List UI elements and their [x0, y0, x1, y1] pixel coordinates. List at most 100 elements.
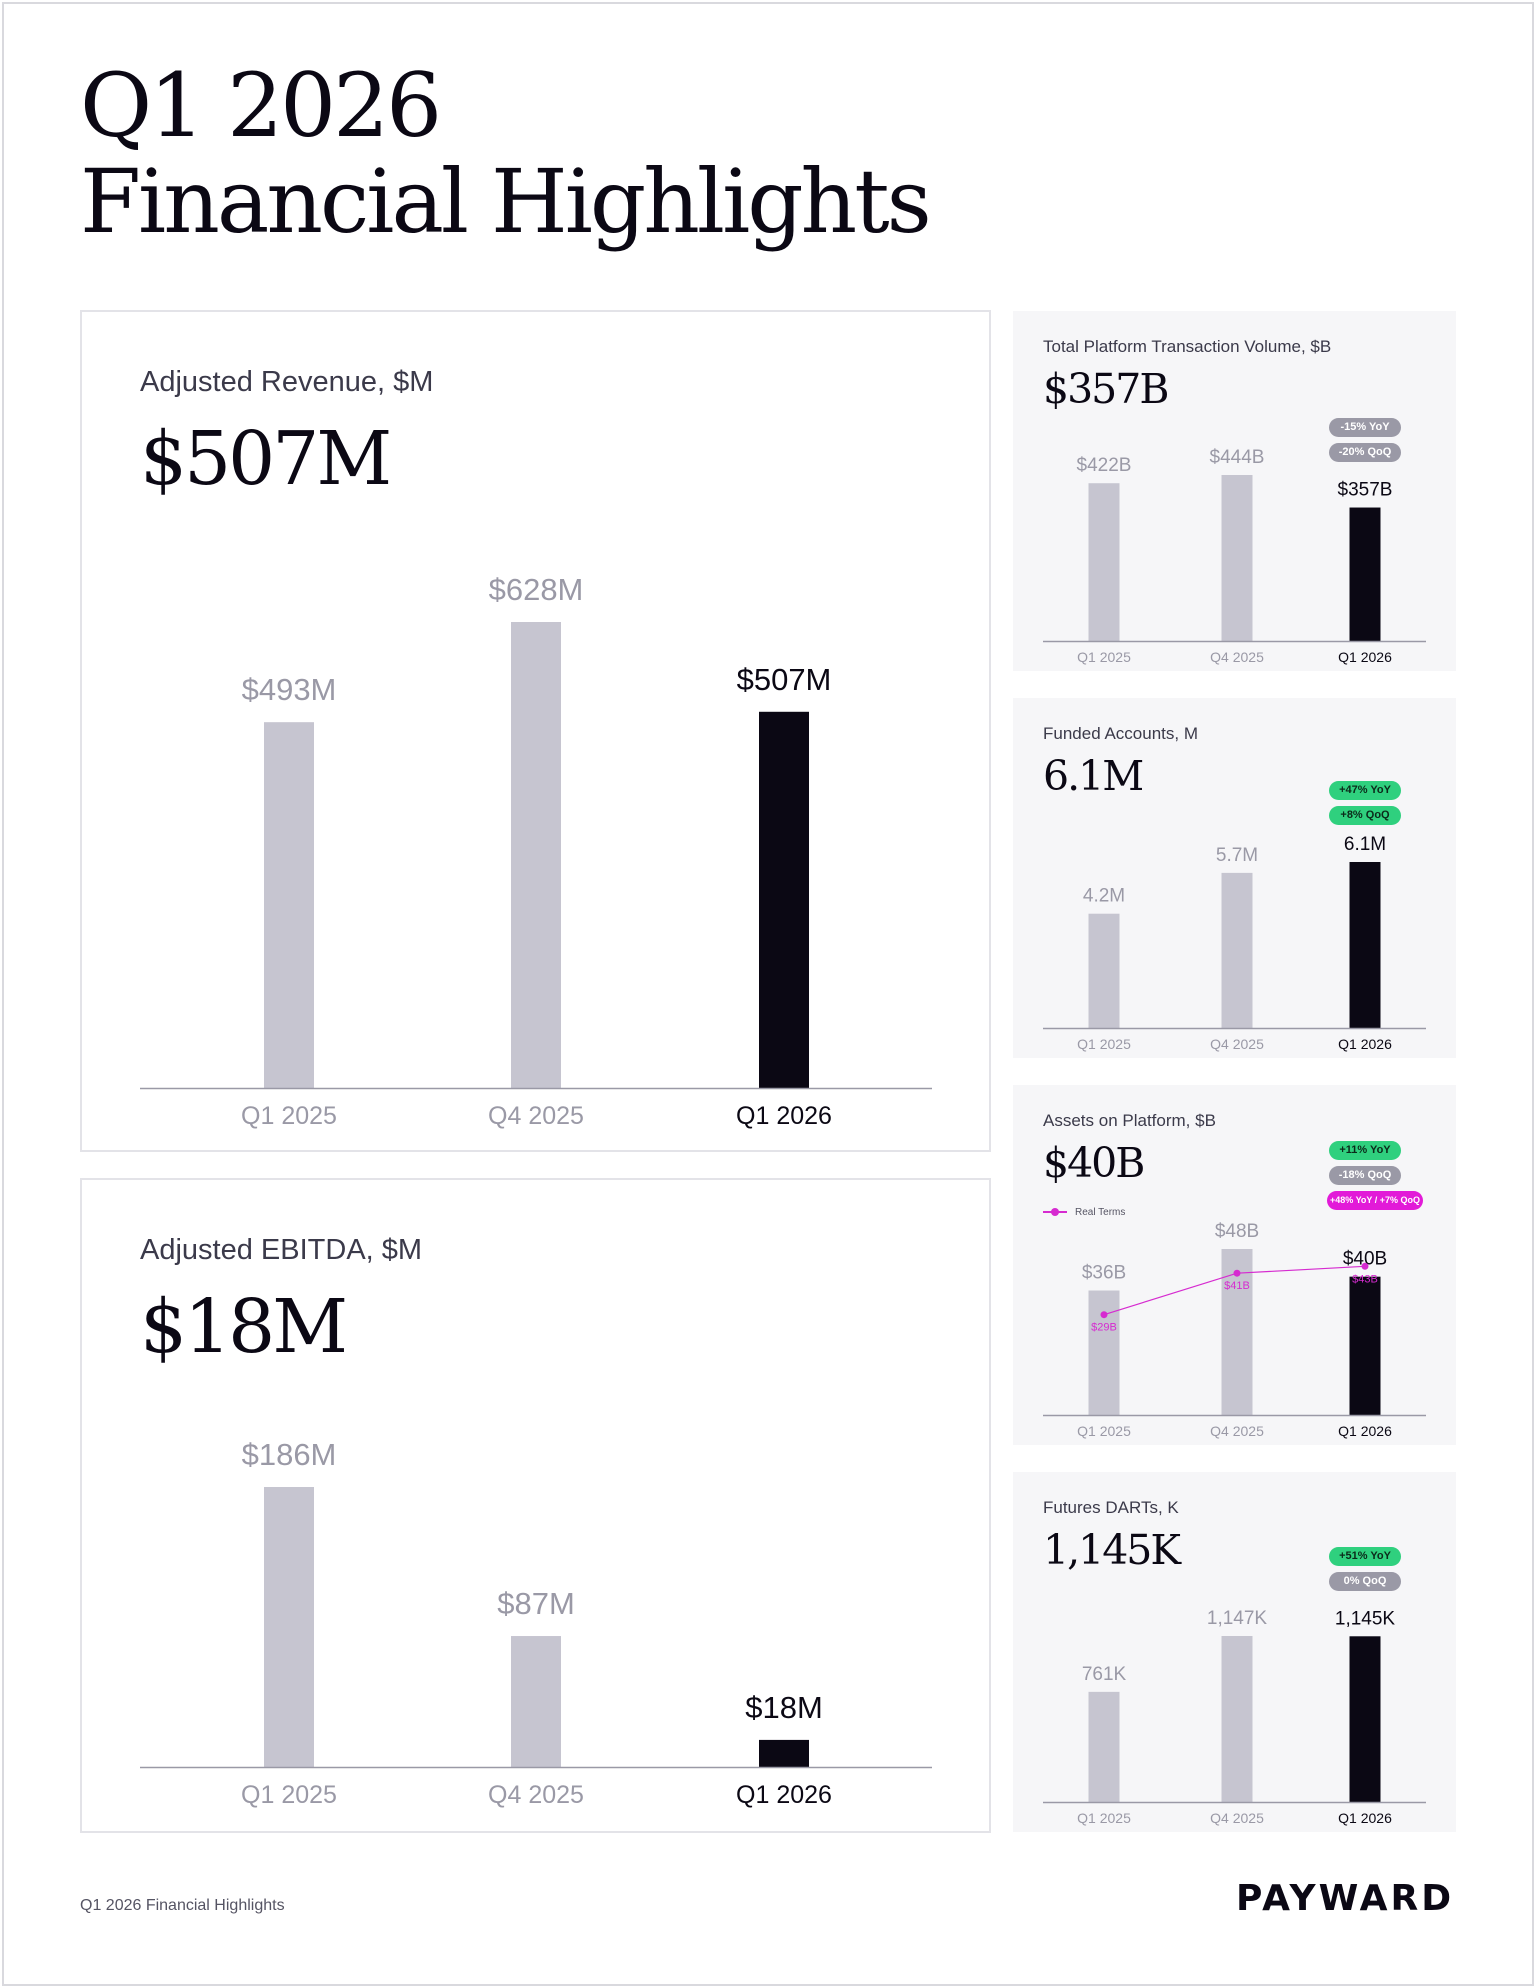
funded-accounts-badge-2: +8% QoQ — [1329, 806, 1401, 825]
total-platform-transaction-volume-chart: $422B Q1 2025 $444B Q4 2025 $357B Q1 2026 — [1043, 447, 1426, 665]
assets-on-platform-value-label-q1-2025: $36B — [1082, 1263, 1126, 1284]
transaction-volume-value: $357B — [1043, 365, 1169, 413]
total-platform-transaction-volume-value-label-q1-2026: $357B — [1338, 480, 1393, 501]
page-title-line-2: Financial Highlights — [80, 150, 932, 253]
adjusted-ebitda-value-label-q1-2025: $186M — [242, 1437, 337, 1472]
assets-on-platform-real-terms-label-q4-2025: $41B — [1224, 1280, 1250, 1292]
adjusted-revenue-tick-label-q4-2025: Q4 2025 — [488, 1102, 584, 1130]
total-platform-transaction-volume-tick-label-q4-2025: Q4 2025 — [1210, 649, 1264, 665]
adjusted-ebitda-value: $18M — [140, 1284, 348, 1370]
futures-darts-tick-label-q1-2026: Q1 2026 — [1338, 1810, 1392, 1826]
futures-darts-card: Futures DARTs, K 1,145K 761K Q1 2025 1,147… — [1013, 1472, 1456, 1832]
futures-darts-tick-label-q4-2025: Q4 2025 — [1210, 1810, 1264, 1826]
funded-accounts-tick-label-q1-2025: Q1 2025 — [1077, 1036, 1131, 1052]
futures-darts-tick-label-q1-2025: Q1 2025 — [1077, 1810, 1131, 1826]
futures-darts-label: Futures DARTs, K — [1043, 1498, 1179, 1517]
futures-darts-value-label-q1-2025: 761K — [1082, 1664, 1127, 1685]
total-platform-transaction-volume-badge-1: -15% YoY — [1329, 418, 1401, 437]
adjusted-revenue-chart: $493M Q1 2025 $628M Q4 2025 $507M Q1 2026 — [140, 572, 932, 1130]
assets-on-platform-badge-3: +48% YoY / +7% QoQ — [1327, 1191, 1423, 1210]
futures-darts-value-label-q1-2026: 1,145K — [1335, 1608, 1396, 1629]
adjusted-ebitda-value-label-q1-2026: $18M — [745, 1690, 823, 1725]
real-terms-legend-label: Real Terms — [1075, 1207, 1126, 1218]
adjusted-revenue-tick-label-q1-2026: Q1 2026 — [736, 1102, 832, 1130]
adjusted-revenue-label: Adjusted Revenue, $M — [140, 366, 434, 398]
futures-darts-bar-q1-2025 — [1088, 1691, 1120, 1802]
adjusted-revenue-value-label-q1-2026: $507M — [737, 662, 832, 697]
futures-darts-value-label-q4-2025: 1,147K — [1207, 1608, 1268, 1629]
total-platform-transaction-volume-tick-label-q1-2026: Q1 2026 — [1338, 649, 1392, 665]
assets-on-platform-real-terms-label-q1-2026: $43B — [1352, 1273, 1378, 1285]
transaction-volume-label: Total Platform Transaction Volume, $B — [1043, 337, 1332, 356]
payward-logo: PAYWARD — [1236, 1878, 1455, 1919]
total-platform-transaction-volume-bar-q1-2025 — [1088, 483, 1120, 641]
assets-on-platform-real-terms-point-q1-2025 — [1100, 1311, 1108, 1319]
assets-on-platform-real-terms-label-q1-2025: $29B — [1091, 1322, 1117, 1334]
adjusted-revenue-bar-q1-2025 — [264, 722, 314, 1088]
funded-accounts-value-label-q1-2026: 6.1M — [1344, 834, 1386, 855]
funded-accounts-value-label-q4-2025: 5.7M — [1216, 845, 1258, 866]
adjusted-ebitda-bar-q4-2025 — [511, 1636, 561, 1767]
funded-accounts-tick-label-q1-2026: Q1 2026 — [1338, 1036, 1392, 1052]
assets-on-platform-badge-1: +11% YoY — [1329, 1141, 1401, 1160]
funded-accounts-chart: 4.2M Q1 2025 5.7M Q4 2025 6.1M Q1 2026 — [1043, 834, 1426, 1052]
assets-on-platform-card: Assets on Platform, $B $40B Real Terms $… — [1013, 1085, 1456, 1445]
assets-on-platform-real-terms-point-q1-2026 — [1361, 1262, 1369, 1270]
assets-on-platform-badge-2: -18% QoQ — [1329, 1166, 1401, 1185]
adjusted-revenue-bar-q1-2026 — [759, 711, 809, 1088]
funded-accounts-badge-1: +47% YoY — [1329, 781, 1401, 800]
adjusted-revenue-value-label-q1-2025: $493M — [242, 672, 337, 707]
transaction-volume-card: Total Platform Transaction Volume, $B $3… — [1013, 311, 1456, 671]
assets-on-platform-real-terms-point-q4-2025 — [1233, 1269, 1241, 1277]
futures-darts-bar-q1-2026 — [1349, 1636, 1381, 1802]
adjusted-revenue-tick-label-q1-2025: Q1 2025 — [241, 1102, 337, 1130]
adjusted-ebitda-tick-label-q4-2025: Q4 2025 — [488, 1781, 584, 1809]
assets-on-platform-value-label-q1-2026: $40B — [1343, 1249, 1387, 1270]
funded-accounts-bar-q1-2026 — [1349, 862, 1381, 1028]
futures-darts-bar-q4-2025 — [1221, 1636, 1253, 1802]
page-title-line-1: Q1 2026 — [80, 54, 442, 157]
assets-on-platform-value-label-q4-2025: $48B — [1215, 1221, 1259, 1242]
funded-accounts-bar-q4-2025 — [1221, 872, 1253, 1028]
futures-darts-badge-1: +51% YoY — [1329, 1547, 1401, 1566]
total-platform-transaction-volume-badge-2: -20% QoQ — [1329, 443, 1401, 462]
adjusted-ebitda-label: Adjusted EBITDA, $M — [140, 1234, 423, 1266]
assets-on-platform-label: Assets on Platform, $B — [1043, 1111, 1216, 1130]
assets-on-platform-chart: $36B Q1 2025 $48B Q4 2025 $40B Q1 2026 $29B $41… — [1043, 1221, 1426, 1439]
futures-darts-value: 1,145K — [1043, 1526, 1181, 1574]
adjusted-revenue-card: Adjusted Revenue, $M $507M $493M Q1 2025 $… — [80, 310, 991, 1152]
assets-on-platform-tick-label-q1-2025: Q1 2025 — [1077, 1423, 1131, 1439]
futures-darts-chart: 761K Q1 2025 1,147K Q4 2025 1,145K Q1 2026 — [1043, 1608, 1426, 1826]
funded-accounts-label: Funded Accounts, M — [1043, 724, 1198, 743]
real-terms-legend: Real Terms — [1043, 1207, 1125, 1218]
adjusted-ebitda-bar-q1-2026 — [759, 1739, 809, 1767]
footer-caption: Q1 2026 Financial Highlights — [80, 1897, 285, 1914]
futures-darts-badge-2: 0% QoQ — [1329, 1572, 1401, 1591]
total-platform-transaction-volume-bar-q4-2025 — [1221, 475, 1253, 641]
assets-on-platform-value: $40B — [1043, 1139, 1145, 1187]
assets-on-platform-bar-q1-2025 — [1088, 1290, 1120, 1415]
assets-on-platform-bar-q1-2026 — [1349, 1276, 1381, 1415]
assets-on-platform-tick-label-q4-2025: Q4 2025 — [1210, 1423, 1264, 1439]
total-platform-transaction-volume-value-label-q4-2025: $444B — [1210, 447, 1265, 468]
page-title: Q1 2026 Financial Highlights — [80, 54, 932, 253]
adjusted-ebitda-tick-label-q1-2026: Q1 2026 — [736, 1781, 832, 1809]
real-terms-legend-swatch — [1043, 1208, 1067, 1217]
total-platform-transaction-volume-tick-label-q1-2025: Q1 2025 — [1077, 649, 1131, 665]
funded-accounts-value-label-q1-2025: 4.2M — [1083, 886, 1125, 907]
adjusted-ebitda-card: Adjusted EBITDA, $M $18M $186M Q1 2025 $87… — [80, 1178, 991, 1833]
adjusted-ebitda-bar-q1-2025 — [264, 1487, 314, 1767]
adjusted-revenue-value: $507M — [140, 416, 392, 502]
adjusted-revenue-value-label-q4-2025: $628M — [489, 572, 584, 607]
adjusted-ebitda-chart: $186M Q1 2025 $87M Q4 2025 $18M Q1 2026 — [140, 1437, 932, 1809]
funded-accounts-value: 6.1M — [1043, 752, 1144, 800]
funded-accounts-tick-label-q4-2025: Q4 2025 — [1210, 1036, 1264, 1052]
funded-accounts-bar-q1-2025 — [1088, 913, 1120, 1028]
adjusted-ebitda-value-label-q4-2025: $87M — [497, 1586, 575, 1621]
adjusted-ebitda-tick-label-q1-2025: Q1 2025 — [241, 1781, 337, 1809]
funded-accounts-card: Funded Accounts, M 6.1M 4.2M Q1 2025 5.7M Q… — [1013, 698, 1456, 1058]
assets-on-platform-tick-label-q1-2026: Q1 2026 — [1338, 1423, 1392, 1439]
total-platform-transaction-volume-value-label-q1-2025: $422B — [1077, 455, 1132, 476]
total-platform-transaction-volume-bar-q1-2026 — [1349, 507, 1381, 641]
